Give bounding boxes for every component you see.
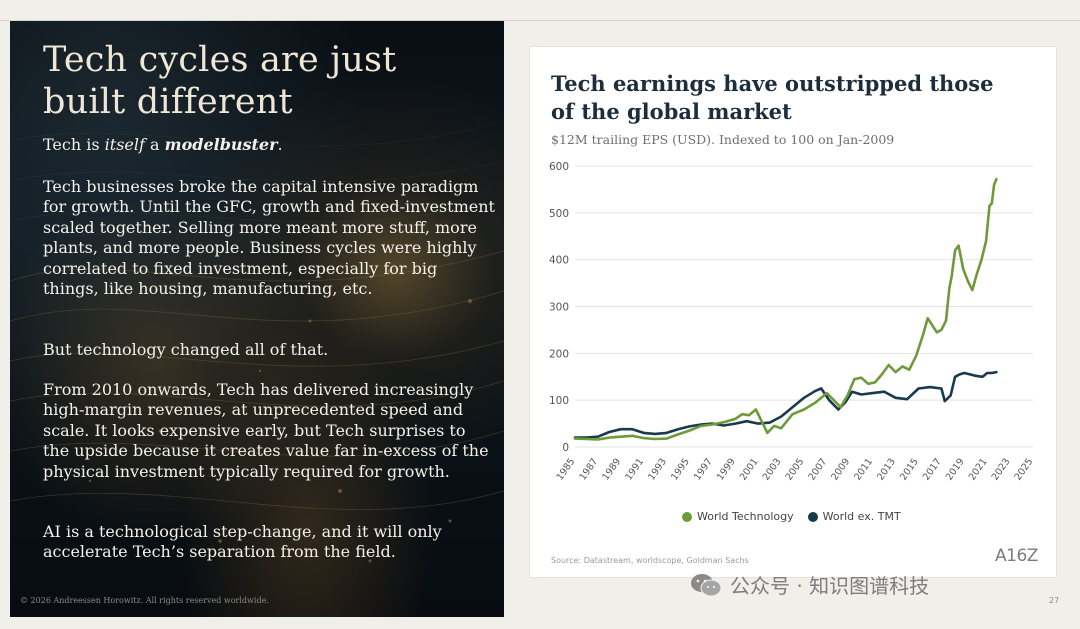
x-tick-label-1991: 1991 (623, 456, 646, 482)
y-tick-label-0: 0 (562, 442, 569, 454)
x-tick-label-1987: 1987 (577, 456, 600, 482)
x-tick-label-2011: 2011 (852, 456, 875, 482)
x-tick-label-1989: 1989 (600, 456, 623, 482)
lead-middle: a (144, 135, 165, 154)
x-tick-label-2013: 2013 (875, 456, 898, 482)
x-tick-label-1997: 1997 (692, 456, 715, 482)
x-tick-label-1995: 1995 (669, 456, 692, 482)
x-tick-label-2005: 2005 (784, 456, 807, 482)
lead-italic: itself (104, 135, 145, 154)
paragraph-changed: But technology changed all of that. (43, 340, 329, 359)
x-tick-label-2023: 2023 (990, 456, 1013, 482)
x-tick-label-2007: 2007 (806, 456, 829, 482)
x-tick-label-2021: 2021 (967, 456, 990, 482)
x-tick-label-2003: 2003 (761, 456, 784, 482)
copyright-notice: © 2026 Andreessen Horowitz. All rights r… (20, 596, 269, 605)
x-tick-label-1999: 1999 (715, 456, 738, 482)
a16z-logo: A16Z (995, 546, 1038, 566)
lead-bold: modelbuster (164, 135, 278, 154)
y-tick-label-600: 600 (549, 161, 569, 173)
legend-dot-tech (682, 511, 692, 522)
legend-label-tech: World Technology (697, 510, 794, 523)
chart-legend: World Technology World ex. TMT (682, 510, 901, 523)
x-tick-label-2017: 2017 (921, 456, 944, 482)
series-line-world-technology (573, 177, 998, 441)
x-tick-label-2019: 2019 (944, 456, 967, 482)
legend-item-ex-tmt: World ex. TMT (807, 510, 901, 523)
chart-card: Tech earnings have outstripped those of … (530, 47, 1056, 577)
watermark: 公众号 · 知识图谱科技 (690, 570, 929, 599)
lead-sentence: Tech is itself a modelbuster. (43, 135, 283, 155)
network-background-image (10, 21, 504, 617)
chart-source: Source: Datastream, worldscope, Goldman … (551, 556, 749, 565)
wechat-icon (691, 573, 722, 596)
x-tick-label-2015: 2015 (898, 456, 921, 482)
paragraph-ai: AI is a technological step-change, and i… (43, 522, 442, 562)
x-tick-label-2025: 2025 (1013, 456, 1036, 482)
legend-dot-ex-tmt (807, 511, 818, 522)
paragraph-2010: From 2010 onwards, Tech has delivered in… (43, 380, 489, 481)
x-tick-label-2001: 2001 (738, 456, 761, 482)
slide-headline: Tech cycles are just built different (43, 40, 397, 122)
y-tick-label-500: 500 (549, 208, 569, 220)
paragraph-capital: Tech businesses broke the capital intens… (43, 177, 495, 299)
x-tick-label-1985: 1985 (555, 456, 578, 482)
lead-prefix: Tech is (43, 135, 105, 154)
left-panel: Tech cycles are just built different Tec… (10, 21, 504, 617)
series-line-world-ex-tmt (573, 370, 998, 439)
y-tick-label-300: 300 (549, 302, 569, 314)
chart-title: Tech earnings have outstripped those of … (551, 71, 994, 124)
y-tick-label-200: 200 (549, 348, 569, 360)
page-number: 27 (1049, 596, 1060, 605)
x-tick-label-2009: 2009 (829, 456, 852, 482)
lead-suffix: . (277, 135, 283, 154)
y-tick-label-100: 100 (549, 395, 569, 407)
legend-label-ex-tmt: World ex. TMT (822, 510, 901, 523)
chart-subtitle: $12M trailing EPS (USD). Indexed to 100 … (551, 132, 895, 147)
legend-item-tech: World Technology (682, 510, 794, 523)
top-rule (0, 0, 1080, 21)
x-tick-label-1993: 1993 (646, 456, 669, 482)
watermark-text: 公众号 · 知识图谱科技 (730, 574, 930, 598)
y-tick-label-400: 400 (549, 255, 569, 267)
